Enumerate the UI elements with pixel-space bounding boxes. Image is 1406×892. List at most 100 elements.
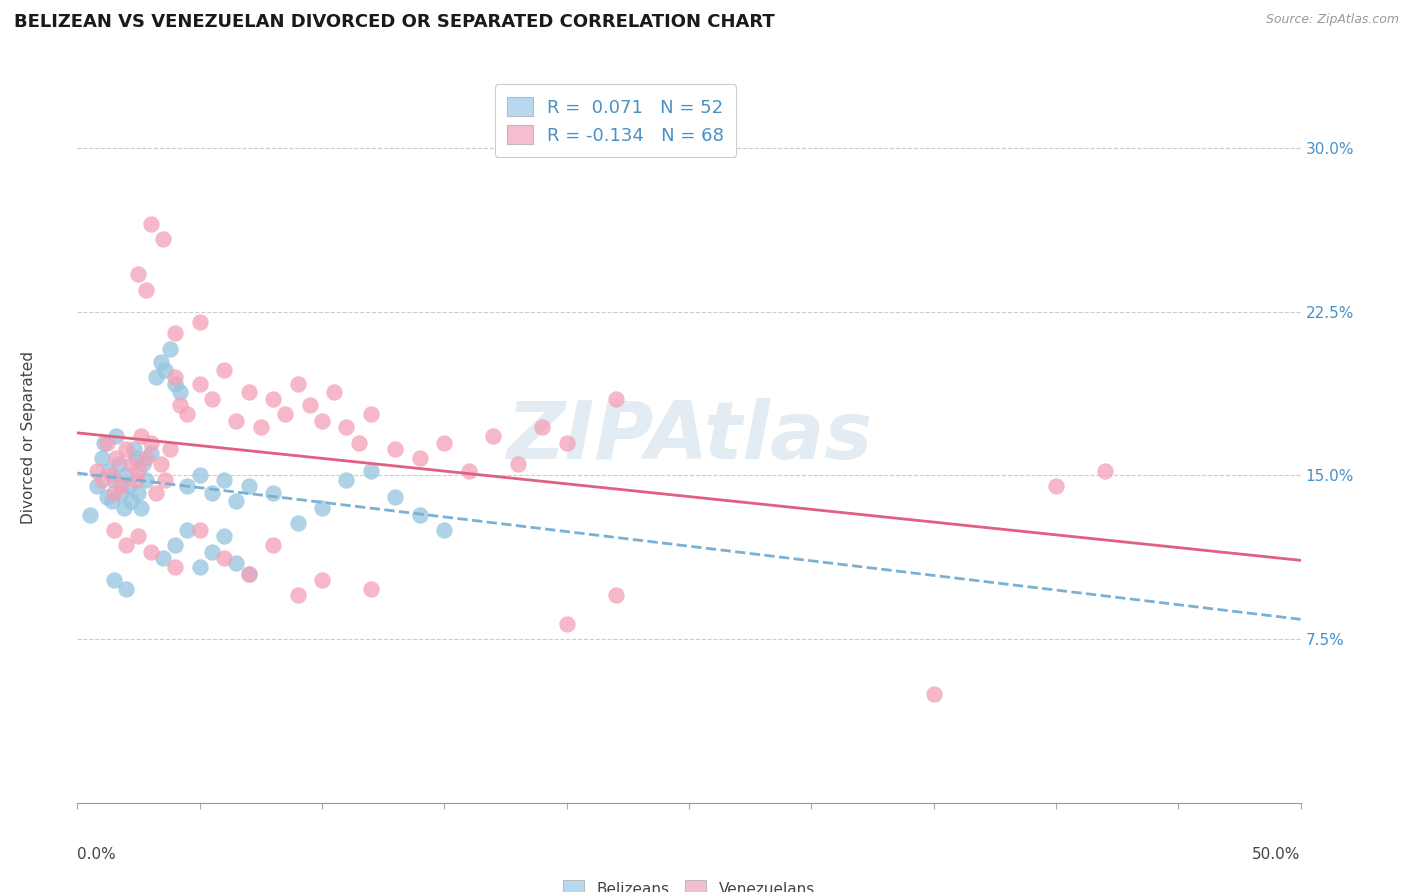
Point xyxy=(129,501,152,516)
Point xyxy=(238,566,260,581)
Point xyxy=(238,479,260,493)
Point xyxy=(287,376,309,391)
Point xyxy=(169,385,191,400)
Point xyxy=(103,523,125,537)
Point xyxy=(262,538,284,552)
Text: BELIZEAN VS VENEZUELAN DIVORCED OR SEPARATED CORRELATION CHART: BELIZEAN VS VENEZUELAN DIVORCED OR SEPAR… xyxy=(14,13,775,31)
Point xyxy=(98,464,121,478)
Point xyxy=(129,429,152,443)
Point xyxy=(188,376,211,391)
Point xyxy=(135,283,157,297)
Point xyxy=(165,326,187,341)
Point xyxy=(79,508,101,522)
Point xyxy=(555,616,578,631)
Point xyxy=(127,485,149,500)
Point xyxy=(149,355,172,369)
Point xyxy=(238,566,260,581)
Point xyxy=(201,392,224,406)
Point xyxy=(311,414,333,428)
Point xyxy=(1045,479,1067,493)
Point xyxy=(90,450,112,465)
Point xyxy=(531,420,554,434)
Text: Source: ZipAtlas.com: Source: ZipAtlas.com xyxy=(1265,13,1399,27)
Point xyxy=(238,385,260,400)
Point xyxy=(212,363,235,377)
Point xyxy=(409,508,432,522)
Point xyxy=(103,573,125,587)
Point xyxy=(159,442,181,456)
Legend: Belizeans, Venezuelans: Belizeans, Venezuelans xyxy=(555,872,823,892)
Point xyxy=(347,435,370,450)
Point xyxy=(605,392,627,406)
Point xyxy=(298,399,321,413)
Point xyxy=(323,385,346,400)
Point xyxy=(165,560,187,574)
Point xyxy=(149,458,172,472)
Point xyxy=(212,551,235,566)
Point xyxy=(125,473,148,487)
Point xyxy=(139,435,162,450)
Point xyxy=(152,232,174,246)
Point xyxy=(360,582,382,596)
Point xyxy=(159,342,181,356)
Point xyxy=(201,545,224,559)
Point xyxy=(127,464,149,478)
Point xyxy=(145,485,167,500)
Point xyxy=(287,588,309,602)
Point xyxy=(212,529,235,543)
Point xyxy=(96,435,118,450)
Point xyxy=(139,545,162,559)
Point xyxy=(605,588,627,602)
Point xyxy=(262,485,284,500)
Point xyxy=(125,450,148,465)
Point xyxy=(135,473,157,487)
Point xyxy=(127,529,149,543)
Point xyxy=(110,479,132,493)
Point xyxy=(90,473,112,487)
Point xyxy=(115,538,138,552)
Point xyxy=(145,370,167,384)
Text: ZIPAtlas: ZIPAtlas xyxy=(506,398,872,476)
Point xyxy=(274,407,297,421)
Point xyxy=(169,399,191,413)
Point xyxy=(122,442,145,456)
Point xyxy=(86,479,108,493)
Point xyxy=(262,392,284,406)
Point xyxy=(482,429,505,443)
Point xyxy=(922,687,945,701)
Point xyxy=(115,442,138,456)
Point xyxy=(201,485,224,500)
Point xyxy=(96,490,118,504)
Point xyxy=(555,435,578,450)
Point xyxy=(225,556,247,570)
Point xyxy=(409,450,432,465)
Point xyxy=(506,458,529,472)
Point xyxy=(120,494,142,508)
Point xyxy=(225,494,247,508)
Text: 0.0%: 0.0% xyxy=(77,847,117,862)
Point xyxy=(225,414,247,428)
Point xyxy=(155,473,177,487)
Point xyxy=(433,523,456,537)
Point xyxy=(188,315,211,329)
Point xyxy=(115,582,138,596)
Point xyxy=(139,446,162,460)
Point xyxy=(433,435,456,450)
Point xyxy=(287,516,309,531)
Point xyxy=(132,458,155,472)
Point xyxy=(135,450,157,465)
Point xyxy=(188,560,211,574)
Point xyxy=(188,468,211,483)
Point xyxy=(176,479,198,493)
Point xyxy=(127,268,149,282)
Point xyxy=(212,473,235,487)
Point xyxy=(155,363,177,377)
Point xyxy=(360,464,382,478)
Point xyxy=(457,464,479,478)
Point xyxy=(335,473,357,487)
Point xyxy=(165,376,187,391)
Point xyxy=(112,501,135,516)
Point xyxy=(118,479,141,493)
Point xyxy=(105,429,128,443)
Point xyxy=(311,501,333,516)
